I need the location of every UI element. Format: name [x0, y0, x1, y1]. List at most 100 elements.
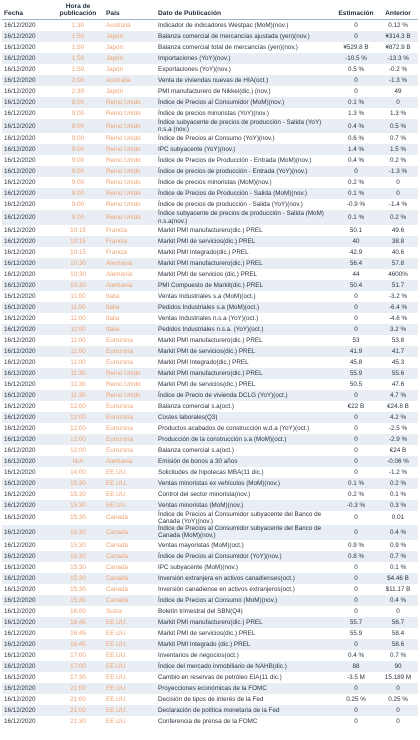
- description-cell: IPC subyacente (MoM)(nov.): [158, 563, 239, 571]
- country-cell: Eurozona: [106, 402, 133, 410]
- date-cell: 16/12/2020: [4, 424, 36, 432]
- date-cell: 16/12/2020: [2, 660, 52, 672]
- table-row: 16/12/2020 11:00 Italia Pedidos Industriale…: [2, 323, 418, 335]
- time-cell: 21:00: [52, 682, 104, 694]
- description-cell: Pedidos Industriales s.a (MoM)(oct.): [156, 301, 334, 313]
- date-cell: 16/12/2020: [2, 345, 52, 357]
- previous-cell: 0.7 %: [389, 651, 407, 659]
- description-cell: Índice de Precios de Producción - Entrad…: [158, 157, 312, 165]
- previous-cell: -6.4 %: [378, 301, 418, 313]
- country-cell: EE.UU.: [104, 660, 156, 672]
- time-cell: 15:30: [70, 585, 86, 593]
- previous-cell: 0.01: [391, 514, 405, 522]
- date-cell: 16/12/2020: [2, 411, 52, 423]
- table-row: 16/12/2020 21:30 EE.UU. Conferencia de pren…: [2, 716, 418, 727]
- estimate-cell: 0: [354, 292, 358, 300]
- country-cell: Reino Unido: [104, 210, 156, 225]
- previous-cell: 47.6: [391, 380, 405, 388]
- table-row: 16/12/2020 15:30 Canadá IPC subyacente (MoM…: [2, 562, 418, 573]
- previous-cell: ¥314.3 B: [378, 31, 418, 42]
- country-cell: Reino Unido: [104, 367, 156, 379]
- time-cell: 11:00: [70, 336, 86, 344]
- date-cell: 16/12/2020: [4, 248, 36, 256]
- previous-cell: 4.7 %: [378, 389, 418, 401]
- estimate-cell: 0.4 %: [334, 119, 378, 134]
- date-cell: 16/12/2020: [2, 572, 52, 584]
- table-row: 16/12/2020 9:00 Reino Unido Índice subyacen…: [2, 210, 418, 225]
- date-cell: 16/12/2020: [4, 43, 36, 51]
- description-cell: Índice subyacente de precios de producci…: [156, 210, 334, 225]
- country-cell: EE.UU.: [104, 616, 156, 628]
- description-cell: Indicador de indicadores Westpac (MoM)(n…: [158, 21, 289, 29]
- description-cell: Índice de Precios al Consumo (MoM)(nov.): [156, 594, 334, 606]
- table-row: 16/12/2020 15:30 EE.UU. Ventas minoristas (…: [2, 499, 418, 511]
- date-cell: 16/12/2020: [4, 314, 36, 322]
- country-cell: Japón: [104, 53, 156, 64]
- date-cell: 16/12/2020: [2, 210, 52, 225]
- country-cell: Alemania: [104, 257, 156, 269]
- date-cell: 16/12/2020: [4, 490, 36, 498]
- time-cell: 17:30: [70, 673, 86, 681]
- time-cell: 11:00: [70, 358, 86, 366]
- description-cell: Balanza comercial s.a(oct.): [158, 402, 234, 410]
- time-cell: 11:00: [70, 292, 86, 300]
- date-cell: 16/12/2020: [4, 607, 36, 615]
- date-cell: 16/12/2020: [4, 179, 36, 187]
- country-cell: Eurozona: [106, 336, 133, 344]
- description-cell: Índice de Precios de Producción - Salida…: [156, 188, 334, 200]
- previous-cell: -4.6 %: [388, 314, 408, 322]
- table-row: 16/12/2020 1:50 Japón Balanza comercial de …: [2, 31, 418, 42]
- previous-cell: 41.7: [378, 345, 418, 357]
- estimate-cell: 0: [354, 314, 358, 322]
- previous-cell: 0: [378, 188, 418, 200]
- time-cell: 12:00: [70, 446, 86, 454]
- table-row: 16/12/2020 15:30 Canadá Inversión canadiens…: [2, 584, 418, 595]
- previous-cell: €24.8 B: [387, 402, 409, 410]
- description-cell: Declaración de política monetaria de la …: [156, 704, 334, 716]
- estimate-cell: 53: [352, 336, 360, 344]
- country-cell: EE.UU.: [106, 629, 127, 637]
- description-cell: Índice de precios minoristas (YoY)(nov.): [158, 109, 269, 117]
- country-cell: Eurozona: [106, 424, 133, 432]
- time-cell: 15:30: [70, 514, 86, 522]
- estimate-cell: 0: [354, 514, 358, 522]
- estimate-cell: 0.2 %: [347, 490, 365, 498]
- table-row: 16/12/2020 16:00 Suiza Boletín trimestral d…: [2, 606, 418, 617]
- description-cell: Conferencia de prensa de la FOMC: [158, 717, 258, 725]
- estimate-cell: 55.9: [349, 629, 363, 637]
- time-cell: 11:30: [52, 389, 104, 401]
- country-cell: Japón: [106, 43, 124, 51]
- previous-cell: -1.3 %: [378, 166, 418, 178]
- description-cell: Índice de Precios al Consumidor subyacen…: [158, 510, 322, 526]
- date-cell: 16/12/2020: [2, 31, 52, 42]
- estimate-cell: 50.4: [334, 279, 378, 291]
- time-cell: 10:15: [70, 226, 86, 234]
- estimate-cell: 50.1: [349, 226, 363, 234]
- previous-cell: 0: [378, 97, 418, 108]
- date-cell: 16/12/2020: [2, 75, 52, 86]
- estimate-cell: 1.3 %: [347, 109, 365, 117]
- time-cell: 12:00: [70, 402, 86, 410]
- column-header: Hora de publicación: [52, 0, 104, 20]
- previous-cell: -0.06 %: [378, 455, 418, 467]
- time-cell: 1:50: [71, 43, 85, 51]
- date-cell: 16/12/2020: [2, 525, 52, 540]
- date-cell: 16/12/2020: [4, 292, 36, 300]
- description-cell: Inversión canadiense en activos extranje…: [158, 585, 295, 593]
- date-cell: 16/12/2020: [4, 514, 36, 522]
- time-cell: 9:00: [52, 97, 104, 108]
- previous-cell: 38.8: [378, 235, 418, 247]
- estimate-cell: 0: [334, 301, 378, 313]
- date-cell: 16/12/2020: [2, 638, 52, 650]
- estimate-cell: 0: [334, 704, 378, 716]
- description-cell: Markit PMI de servicios (dic.) PREL: [158, 270, 258, 278]
- estimate-cell: €22 B: [347, 402, 365, 410]
- country-cell: Reino Unido: [106, 380, 141, 388]
- time-cell: 21:00: [52, 704, 104, 716]
- time-cell: 1:50: [71, 65, 85, 73]
- previous-cell: -3.2 %: [388, 292, 408, 300]
- description-cell: Balanza comercial total de mercancías (y…: [158, 43, 298, 51]
- country-cell: Eurozona: [106, 446, 133, 454]
- time-cell: N/A: [52, 455, 104, 467]
- description-cell: Ventas minoristas ex vehículos (MoM)(nov…: [156, 477, 334, 489]
